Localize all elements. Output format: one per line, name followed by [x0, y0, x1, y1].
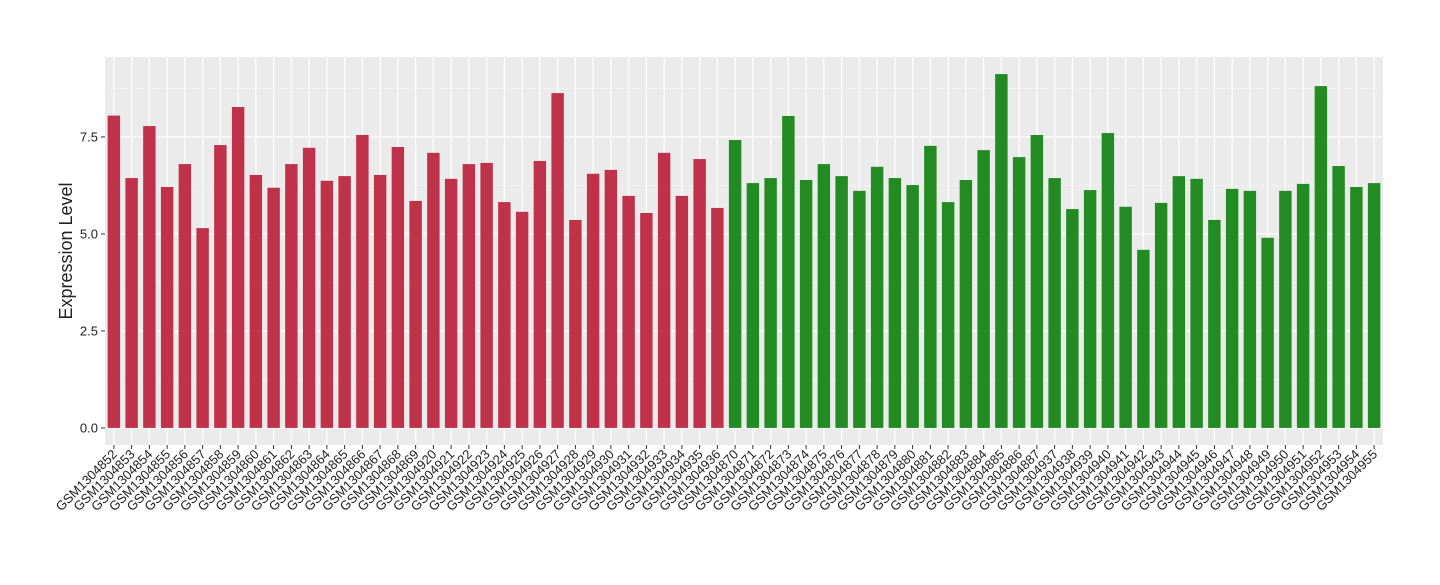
bar [462, 164, 476, 428]
bar [373, 174, 387, 428]
bar [1225, 188, 1239, 428]
bar [1314, 86, 1328, 428]
bar [853, 190, 866, 428]
bar [356, 134, 369, 428]
bar [1048, 178, 1061, 428]
bar [498, 202, 511, 428]
bar [391, 147, 405, 428]
y-axis-title: Expression Level [56, 182, 76, 319]
bar [693, 159, 706, 428]
bar [870, 166, 884, 428]
bar [569, 219, 582, 428]
bar [231, 107, 245, 428]
bar [338, 176, 351, 428]
bar [586, 173, 600, 428]
bar [1332, 166, 1345, 428]
bar [1172, 176, 1186, 428]
bar [906, 185, 919, 428]
bar [1154, 202, 1168, 428]
bar [444, 178, 458, 428]
panel [105, 57, 1383, 445]
bar [515, 211, 529, 428]
bar [427, 152, 440, 428]
bar [1261, 237, 1274, 428]
bar [533, 160, 547, 428]
bar [640, 212, 653, 428]
bar [711, 207, 724, 428]
bar [959, 179, 973, 428]
bar [995, 74, 1008, 428]
bar [1367, 183, 1381, 428]
y-tick-label: 0.0 [80, 420, 98, 435]
y-tick-label: 2.5 [80, 323, 98, 338]
bar [178, 164, 192, 428]
bar [888, 178, 902, 428]
bar [604, 169, 618, 428]
bar [1012, 157, 1026, 428]
bar [302, 147, 316, 428]
bar [1208, 219, 1221, 428]
bar [977, 150, 990, 428]
bar [817, 164, 831, 428]
bar [1279, 190, 1292, 428]
bar [1119, 206, 1132, 428]
bar [835, 176, 848, 428]
bar [941, 202, 955, 428]
bar [1030, 134, 1044, 428]
bar [728, 140, 742, 428]
bar [480, 162, 493, 428]
bar [214, 145, 227, 428]
bar [143, 126, 156, 428]
bar [409, 200, 422, 428]
bar [1243, 190, 1257, 428]
bar [657, 152, 671, 428]
bar [1101, 133, 1115, 428]
bar [1137, 249, 1150, 428]
bar [551, 93, 564, 428]
bar [622, 195, 635, 428]
bar [1083, 190, 1097, 428]
bar [782, 115, 795, 428]
bar [675, 195, 689, 428]
bar [924, 145, 937, 428]
bar [107, 115, 121, 428]
bar [764, 178, 777, 428]
bar [1296, 183, 1310, 428]
y-tick-label: 5.0 [80, 226, 98, 241]
bar [196, 228, 209, 428]
y-tick-label: 7.5 [80, 129, 98, 144]
bar [249, 174, 263, 428]
bar [1350, 186, 1363, 428]
bar [1066, 209, 1079, 428]
bar [746, 183, 760, 428]
bar [125, 178, 138, 428]
bar [160, 186, 174, 428]
bar [1190, 178, 1203, 428]
bar [799, 179, 813, 428]
bar [320, 180, 334, 428]
bar [267, 187, 280, 428]
bar [285, 164, 298, 428]
